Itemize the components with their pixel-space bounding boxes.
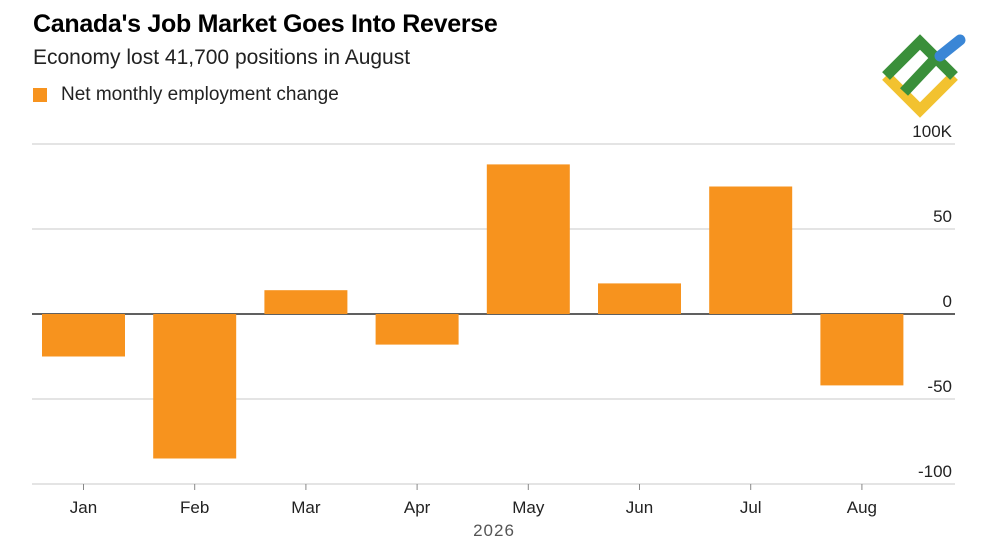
- x-axis-label: 2026: [473, 521, 515, 540]
- y-tick-label: -100: [918, 462, 952, 481]
- bar-jan: [42, 314, 125, 357]
- x-tick-label: May: [512, 498, 545, 517]
- x-tick-label: Jun: [626, 498, 653, 517]
- brand-logo-icon: [882, 34, 966, 118]
- y-tick-label: 100K: [912, 122, 952, 141]
- y-tick-label: 0: [943, 292, 952, 311]
- x-tick-label: Jul: [740, 498, 762, 517]
- bar-mar: [264, 290, 348, 314]
- chart-title: Canada's Job Market Goes Into Reverse: [33, 10, 498, 38]
- bar-aug: [820, 314, 904, 386]
- x-tick-label: Mar: [291, 498, 321, 517]
- chart-subtitle: Economy lost 41,700 positions in August: [33, 46, 411, 69]
- x-tick-label: Apr: [404, 498, 431, 517]
- bar-jun: [598, 283, 681, 314]
- legend: Net monthly employment change: [33, 84, 339, 106]
- y-tick-label: 50: [933, 207, 952, 226]
- bar-apr: [375, 314, 459, 345]
- x-tick-label: Feb: [180, 498, 209, 517]
- x-tick-label: Jan: [70, 498, 97, 517]
- bar-may: [486, 164, 570, 314]
- x-tick-label: Aug: [847, 498, 877, 517]
- bar-feb: [153, 314, 237, 459]
- y-tick-label: -50: [927, 377, 952, 396]
- legend-swatch: [33, 88, 47, 102]
- legend-label: Net monthly employment change: [61, 84, 339, 105]
- bar-jul: [709, 186, 793, 314]
